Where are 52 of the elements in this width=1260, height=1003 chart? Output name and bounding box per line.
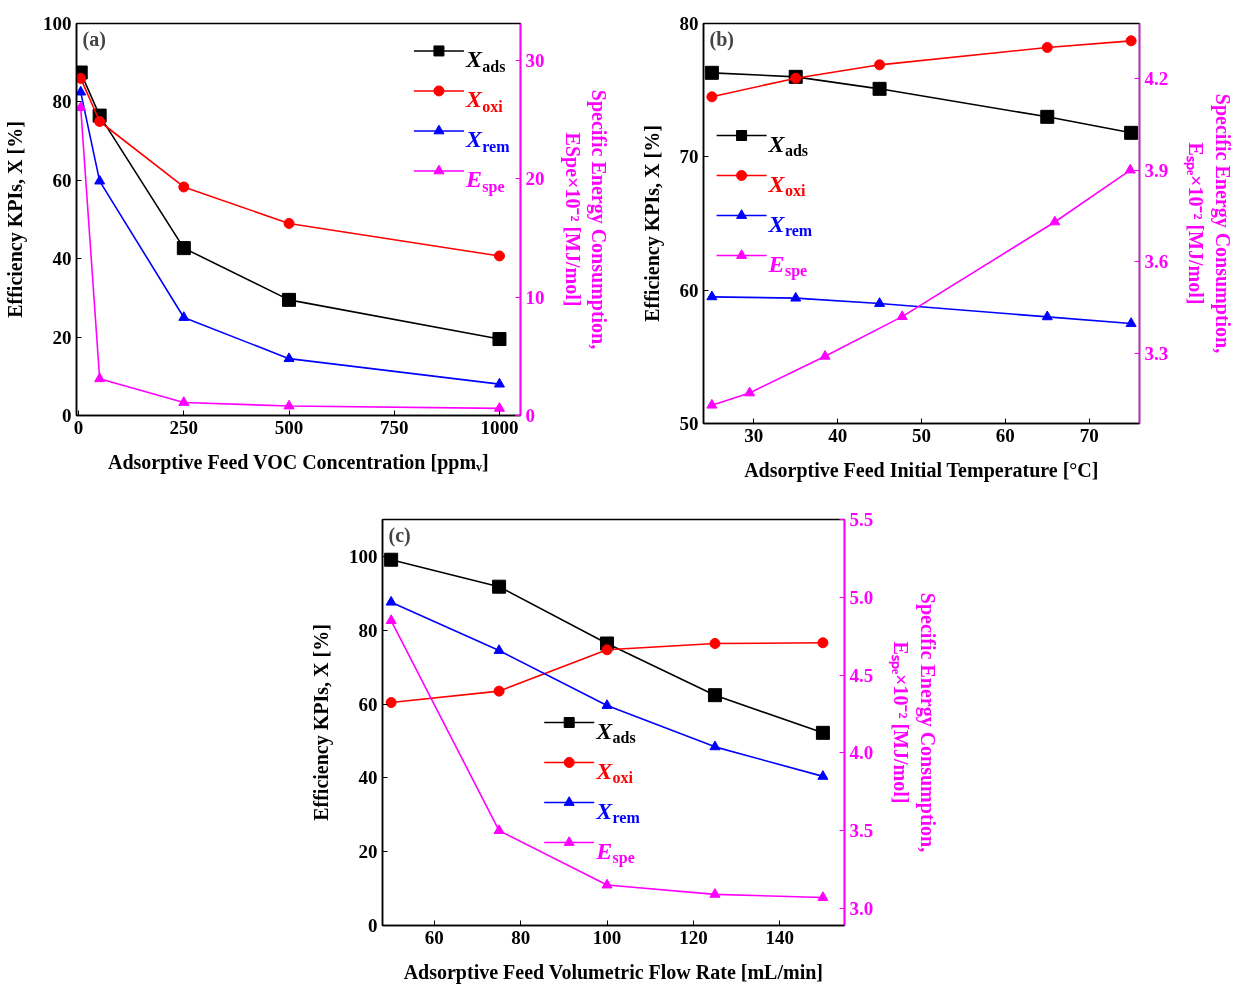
y-tick-label: 40 [52, 248, 72, 270]
y2-tick-label: 3.3 [1144, 342, 1169, 364]
x-tick-label: 1000 [480, 416, 519, 438]
y2-axis-title: Specific Energy Consumption, Eₛₚₑ×10⁻² [MJ/mol] [888, 592, 939, 853]
annotation: (a) [82, 27, 106, 51]
y-tick-label: 60 [679, 279, 699, 301]
y2-tick-label: 3.5 [849, 820, 874, 842]
y-axis-title: Efficiency KPIs, X [%] [310, 624, 333, 821]
y-tick-label: 80 [679, 13, 699, 34]
y2-tick-label: 30 [525, 49, 545, 71]
x-tick-label: 100 [592, 926, 622, 948]
annotation: (b) [709, 27, 734, 51]
x-tick-label: 80 [511, 926, 531, 948]
y2-tick-label: 4.5 [849, 664, 874, 686]
x-tick-label: 60 [995, 424, 1015, 446]
x-tick-label: 60 [424, 926, 444, 948]
y2-tick-label: 5.5 [849, 509, 874, 530]
y-tick-label: 70 [679, 146, 699, 168]
y2-tick-label: 3.6 [1144, 251, 1169, 273]
y-axis-title: Efficiency KPIs, X [%] [640, 125, 664, 322]
y2-tick-label: 4.0 [849, 742, 874, 764]
x-tick-label: 750 [379, 416, 409, 438]
x-tick-label: 30 [744, 424, 764, 446]
y2-tick-label: 3.0 [849, 897, 874, 919]
y2-tick-label: 10 [525, 286, 545, 308]
x-tick-label: 120 [679, 926, 708, 948]
x-tick-label: 40 [828, 424, 848, 446]
x-axis-title: Adsorptive Feed Initial Temperature [°C] [744, 458, 1099, 482]
x-tick-label: 250 [169, 416, 199, 438]
x-tick-label: 500 [274, 416, 304, 438]
y-tick-label: 60 [358, 693, 378, 715]
y2-tick-label: 5.0 [849, 586, 874, 608]
x-axis-title: Adsorptive Feed Volumetric Flow Rate [mL/min] [403, 960, 824, 984]
y-tick-label: 60 [52, 169, 72, 191]
y-tick-label: 20 [358, 841, 378, 863]
y-tick-label: 100 [349, 545, 378, 567]
annotation: (c) [388, 523, 411, 547]
x-axis-title: Adsorptive Feed VOC Concentration [ppmᵥ] [107, 450, 489, 474]
y-axis-title: Efficiency KPIs, X [%] [4, 121, 27, 318]
x-tick-label: 50 [912, 424, 931, 446]
y2-tick-label: 20 [525, 168, 545, 190]
y2-tick-label: 4.2 [1144, 67, 1169, 89]
y-tick-label: 20 [52, 326, 72, 348]
y2-tick-label: 3.9 [1144, 159, 1169, 181]
y2-axis-title: Specific Energy Consumption, Eₛₚₑ×10⁻² [MJ/mol] [1183, 93, 1234, 354]
y-tick-label: 100 [43, 13, 72, 34]
y2-axis-title: Specific Energy Consumption, ESpe×10⁻² [MJ/mol] [560, 89, 610, 350]
x-tick-label: 140 [765, 926, 794, 948]
y-tick-label: 40 [358, 767, 378, 789]
x-tick-label: 70 [1079, 424, 1099, 446]
y-tick-label: 80 [52, 91, 72, 113]
y-tick-label: 80 [358, 619, 378, 641]
